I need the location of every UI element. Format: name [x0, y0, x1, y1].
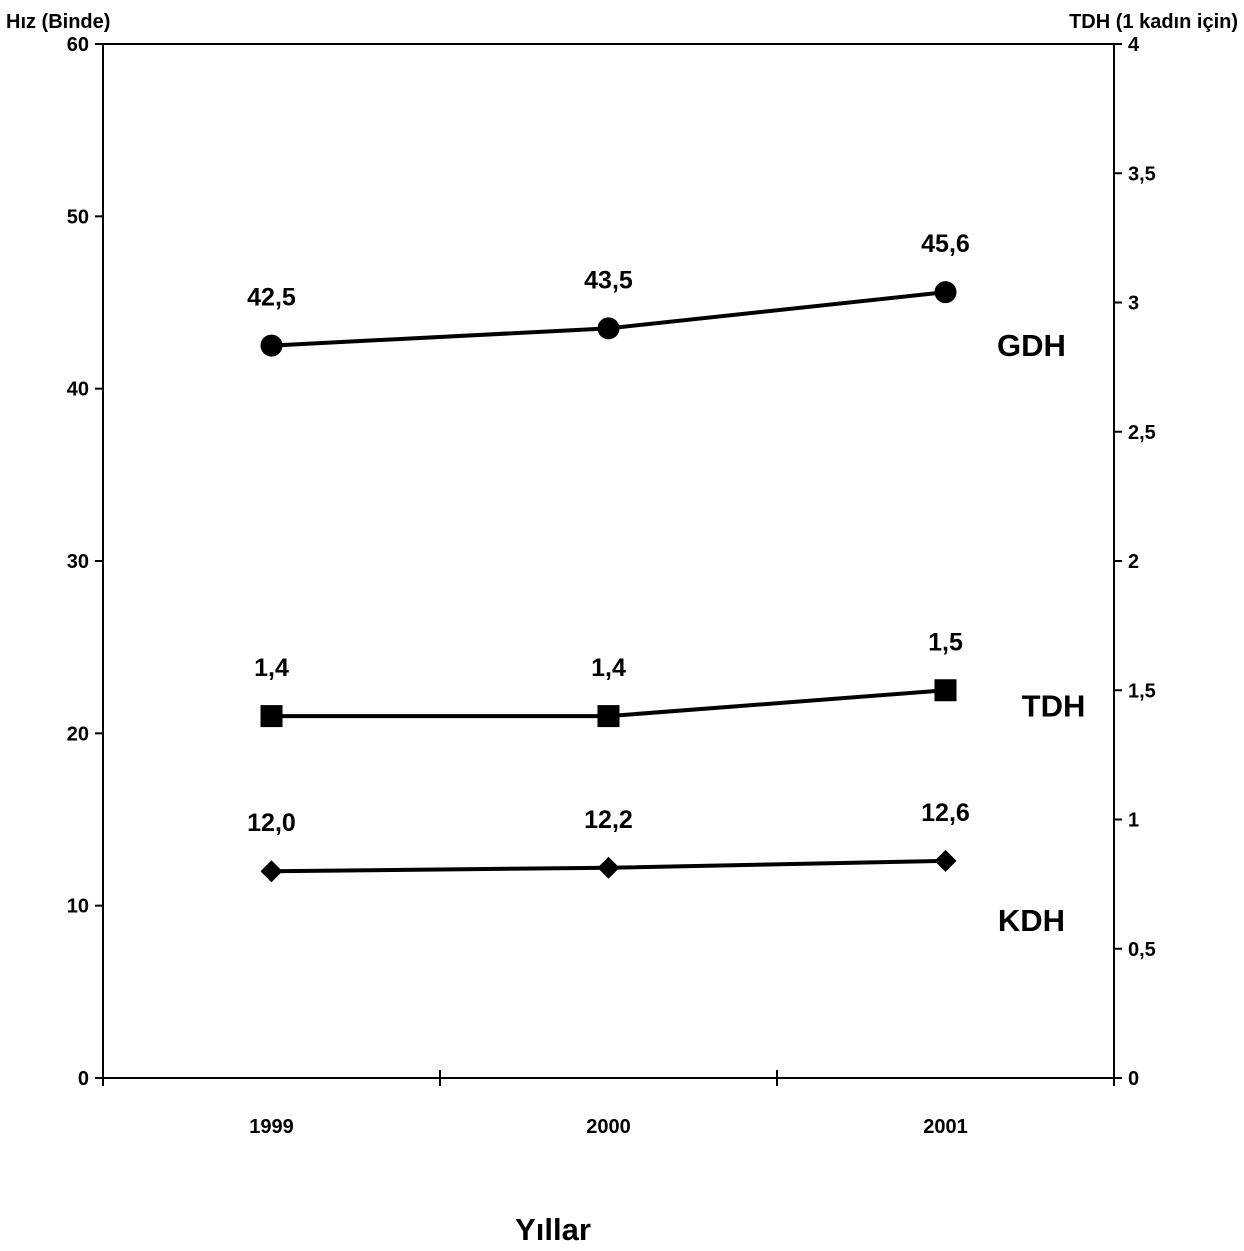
x-tick-label: 1999 [249, 1116, 294, 1138]
kdh-point [260, 860, 283, 883]
right-tick-label: 2,5 [1128, 422, 1156, 444]
tdh-data-label: 1,4 [254, 654, 289, 682]
left-tick-label: 50 [67, 206, 89, 228]
right-tick-label: 1 [1128, 810, 1139, 832]
axes [102, 43, 1115, 1079]
left-tick-label: 40 [67, 379, 89, 401]
right-axis-title: TDH (1 kadın için) [1069, 11, 1238, 33]
kdh-series-label: KDH [998, 903, 1065, 938]
gdh-point [597, 317, 620, 340]
tdh-series-label: TDH [1022, 688, 1086, 723]
kdh-data-label: 12,6 [921, 799, 970, 827]
left-tick-label: 20 [67, 723, 89, 745]
right-tick-label: 3,5 [1128, 163, 1156, 185]
right-tick-label: 4 [1128, 34, 1140, 56]
left-tick-label: 10 [67, 896, 89, 918]
gdh-point [260, 334, 283, 357]
tdh-data-label: 1,5 [928, 628, 963, 656]
kdh-point [597, 856, 620, 879]
right-tick-label: 0,5 [1128, 939, 1156, 961]
kdh-point [934, 849, 957, 872]
right-tick-label: 3 [1128, 293, 1139, 315]
gdh-point [934, 281, 957, 304]
right-tick-label: 1,5 [1128, 680, 1156, 702]
left-tick-label: 30 [67, 551, 89, 573]
gdh-data-label: 45,6 [921, 230, 970, 258]
left-tick-label: 0 [78, 1068, 89, 1090]
tdh-data-label: 1,4 [591, 654, 626, 682]
gdh-data-label: 43,5 [584, 266, 633, 294]
series: 42,5 43,5 45,6 1,4 1,4 1,5 12,0 12,2 12,6 [247, 230, 970, 883]
left-tick-label: 60 [67, 34, 89, 56]
kdh-data-label: 12,2 [584, 806, 633, 834]
tdh-point [260, 705, 283, 728]
x-axis-title: Yıllar [515, 1212, 591, 1247]
kdh-data-label: 12,0 [247, 809, 296, 837]
left-axis-title: Hız (Binde) [6, 11, 110, 33]
x-tick-label: 2000 [586, 1116, 631, 1138]
x-tick-label: 2001 [923, 1116, 968, 1138]
labels: Hız (Binde) TDH (1 kadın için) Yıllar GD… [6, 11, 1238, 1247]
gdh-series-label: GDH [997, 328, 1066, 363]
gdh-data-label: 42,5 [247, 284, 296, 312]
right-tick-label: 0 [1128, 1068, 1139, 1090]
right-tick-label: 2 [1128, 551, 1139, 573]
tdh-point [597, 705, 620, 728]
tdh-point [934, 679, 957, 702]
ticks: 0 10 20 30 40 50 60 0 0,5 1 1,5 2 2,5 3 3,5 4 1999 2000 20… [67, 34, 1156, 1138]
